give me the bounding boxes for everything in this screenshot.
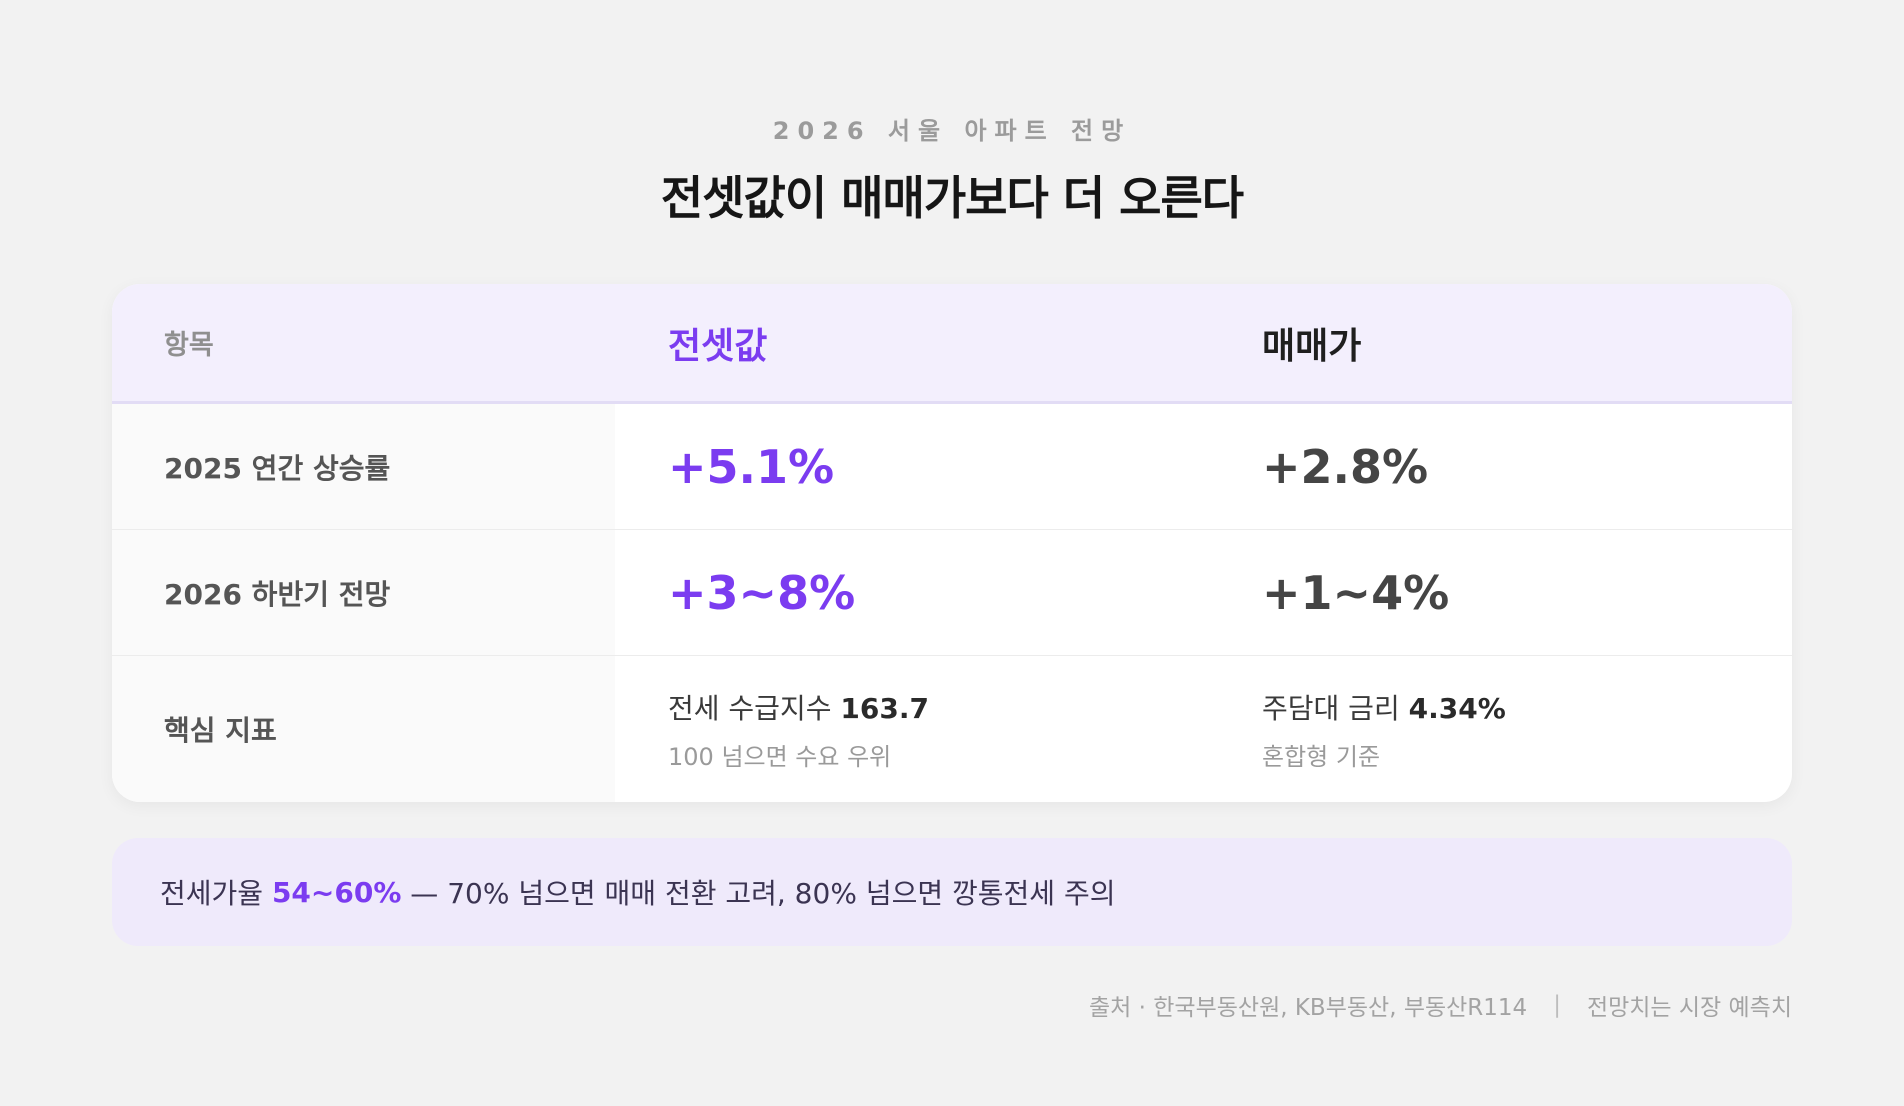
maemae-value: +2.8% [1262,439,1429,494]
jeonse-value: +3~8% [668,565,856,620]
maemae-indicator-name: 주담대 금리 [1262,691,1409,725]
page-title: 전셋값이 매매가보다 더 오른다 [660,171,1244,225]
label-column-bg [112,656,615,802]
jeonse-indicator: 전세 수급지수 163.7 [668,687,929,727]
footer: 출처 · 한국부동산원, KB부동산, 부동산R114 | 전망치는 시장 예측… [1089,988,1792,1022]
row-label: 2026 하반기 전망 [164,577,391,611]
table-row: 2026 하반기 전망 +3~8% +1~4% [112,530,1792,656]
maemae-value: +1~4% [1262,565,1450,620]
header-label-item: 항목 [164,330,214,361]
jeonse-indicator-value: 163.7 [840,691,929,725]
jeonse-indicator-name: 전세 수급지수 [668,691,841,725]
maemae-indicator-value: 4.34% [1408,691,1506,725]
disclaimer-text: 전망치는 시장 예측치 [1586,995,1792,1021]
note-highlight: 54~60% [271,875,402,909]
table-row: 핵심 지표 전세 수급지수 163.7 100 넘으면 수요 우위 주담대 금리… [112,656,1792,802]
header-label-maemae: 매매가 [1262,325,1362,367]
eyebrow-label: 2026 서울 아파트 전망 [772,117,1132,145]
maemae-indicator-note: 혼합형 기준 [1262,742,1381,771]
jeonse-value: +5.1% [668,439,835,494]
note-prefix: 전세가율 [160,877,272,910]
comparison-table: 항목 전셋값 매매가 2025 연간 상승률 +5.1% +2.8% 2026 … [112,284,1792,802]
label-column-bg [112,404,615,529]
note-suffix: — 70% 넘으면 매매 전환 고려, 80% 넘으면 깡통전세 주의 [401,877,1116,910]
source-text: 출처 · 한국부동산원, KB부동산, 부동산R114 [1089,995,1528,1021]
label-column-bg [112,530,615,655]
jeonse-ratio-note: 전세가율 54~60% — 70% 넘으면 매매 전환 고려, 80% 넘으면 … [112,838,1792,946]
row-label: 2025 연간 상승률 [164,451,391,485]
footer-separator: | [1553,992,1561,1018]
header-label-jeonse: 전셋값 [668,325,768,367]
maemae-indicator: 주담대 금리 4.34% [1262,687,1506,727]
row-label: 핵심 지표 [164,714,277,747]
jeonse-indicator-note: 100 넘으면 수요 우위 [668,742,892,771]
table-row: 2025 연간 상승률 +5.1% +2.8% [112,404,1792,530]
table-header-row: 항목 전셋값 매매가 [112,284,1792,404]
